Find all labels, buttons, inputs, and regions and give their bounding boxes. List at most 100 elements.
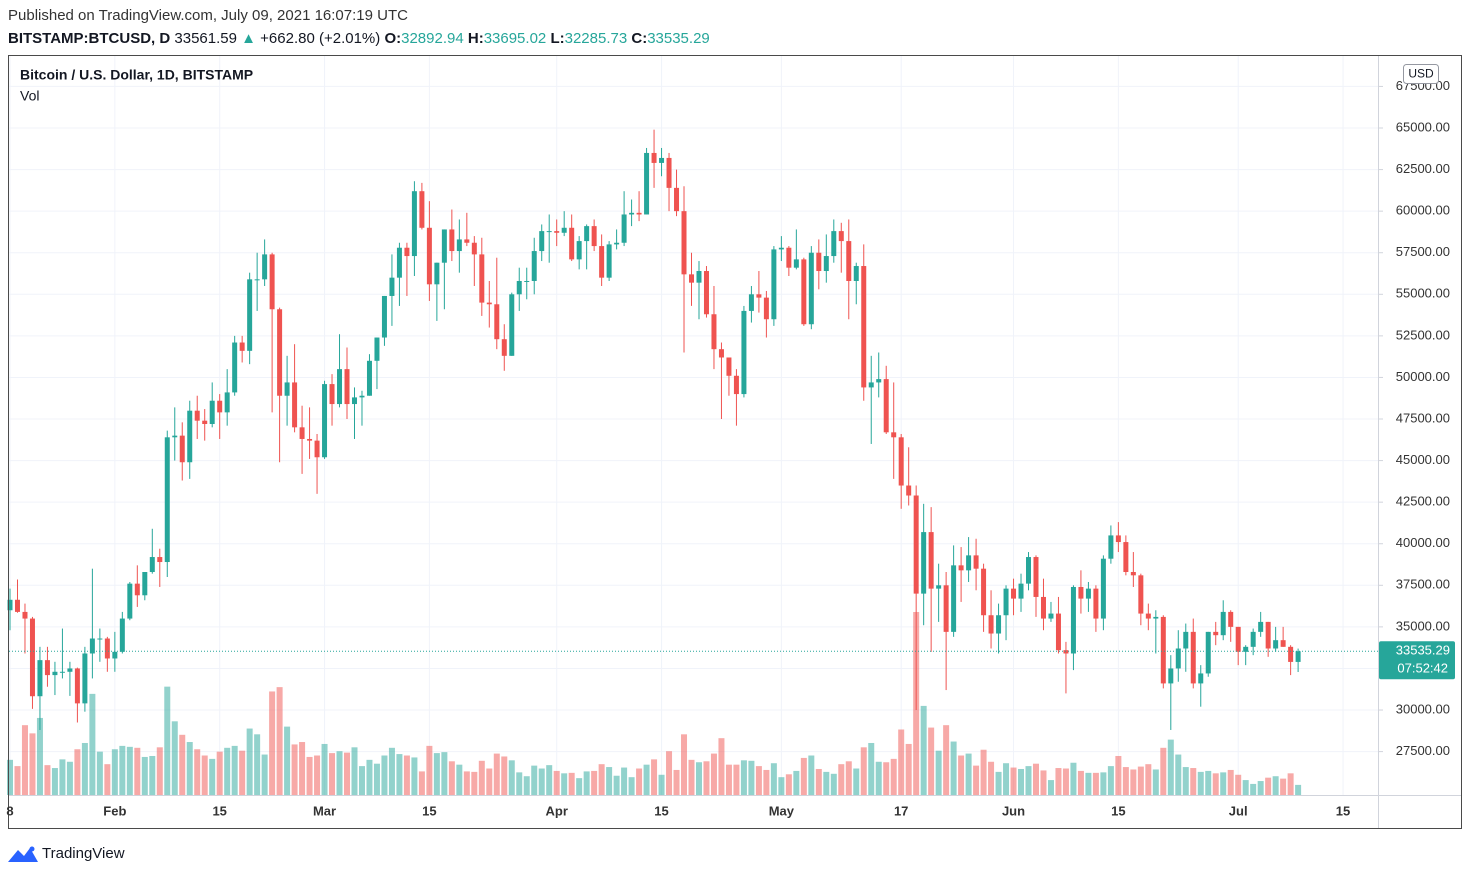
candle-body <box>1295 651 1301 662</box>
candle-body <box>434 262 440 285</box>
volume-bar <box>501 756 508 795</box>
candle-body <box>1190 631 1196 684</box>
candle-body <box>981 568 987 616</box>
volume-bar <box>1025 766 1032 795</box>
ohlc-value: 33535.29 <box>647 30 710 47</box>
volume-bar <box>538 768 545 795</box>
ohlc-label: H: <box>467 30 484 47</box>
volume-bar <box>493 753 500 795</box>
y-tick-label: 40000.00 <box>1396 535 1450 550</box>
volume-bar <box>1018 768 1025 795</box>
candle-body <box>778 247 784 250</box>
candle-body <box>936 585 942 589</box>
ohlc-label: L: <box>550 30 565 47</box>
y-tick-label: 60000.00 <box>1396 203 1450 218</box>
volume-bar <box>111 749 118 795</box>
candle-body <box>1108 535 1114 559</box>
candle-body <box>853 266 859 281</box>
logo-dot <box>29 846 35 852</box>
volume-bar <box>306 756 313 795</box>
candle-body <box>374 337 380 361</box>
volume-bar <box>905 743 912 795</box>
candle-body <box>1100 558 1106 619</box>
volume-bar <box>74 749 81 795</box>
y-tick-label: 27500.00 <box>1396 743 1450 758</box>
candle-body <box>846 241 852 281</box>
volume-bar <box>358 766 365 795</box>
candle-body <box>187 410 193 463</box>
volume-bar <box>778 777 785 795</box>
currency-badge[interactable] <box>1403 64 1439 84</box>
volume-bar <box>1107 766 1114 795</box>
volume-bar <box>928 727 935 795</box>
candle-body <box>1070 586 1076 654</box>
volume-bar <box>96 751 103 795</box>
candle-body <box>52 671 58 676</box>
volume-bar <box>793 770 800 795</box>
volume-bar <box>1212 773 1219 795</box>
candle-body <box>1280 640 1286 647</box>
volume-bar <box>1115 755 1122 795</box>
volume-bar <box>336 751 343 795</box>
volume-bar <box>868 742 875 795</box>
candle-body <box>1018 583 1024 599</box>
candle-body <box>666 157 672 188</box>
candle-body <box>404 247 410 257</box>
candle-body <box>1048 613 1054 619</box>
volume-bar <box>1250 783 1257 795</box>
volume-bar <box>1077 770 1084 795</box>
ohlc-value: 32285.73 <box>564 30 628 47</box>
candle-body <box>748 294 754 311</box>
candle-body <box>793 259 799 268</box>
volume-bar <box>808 755 815 795</box>
volume-bar <box>1152 769 1159 795</box>
volume-bar <box>546 765 553 795</box>
volume-bar <box>1100 772 1107 795</box>
volume-bar <box>800 757 807 795</box>
candle-body <box>247 279 253 351</box>
volume-bar <box>426 745 433 795</box>
volume-bar <box>898 729 905 795</box>
volume-bar <box>935 750 942 795</box>
candle-body <box>906 485 912 496</box>
volume-bar <box>119 745 126 795</box>
candle-body <box>1138 575 1144 614</box>
candle-body <box>7 599 13 611</box>
candle-body <box>644 152 650 215</box>
countdown: 07:52:42 <box>1397 661 1448 676</box>
candle-body <box>14 599 20 612</box>
volume-bar <box>471 771 478 795</box>
volume-bar <box>186 742 193 795</box>
candle-body <box>1235 626 1241 652</box>
x-tick-label: May <box>769 803 795 818</box>
volume-bar <box>1235 774 1242 795</box>
volume-bar <box>621 767 628 795</box>
volume-bar <box>216 751 223 795</box>
volume-bar <box>1062 768 1069 795</box>
candle-body <box>396 247 402 278</box>
volume-bar <box>1190 768 1197 795</box>
volume-bar <box>1257 781 1264 795</box>
volume-bar <box>651 759 658 795</box>
candle-body <box>958 565 964 571</box>
candle-body <box>112 651 118 659</box>
volume-bar <box>463 771 470 795</box>
candle-body <box>104 638 110 659</box>
volume-bar <box>943 725 950 795</box>
volume-bar <box>164 686 171 795</box>
candle-body <box>1115 535 1121 543</box>
candle-body <box>494 304 500 340</box>
volume-bar <box>231 745 238 795</box>
volume-bar <box>14 766 21 795</box>
volume-bar <box>695 762 702 795</box>
x-tick-label: Mar <box>313 803 336 818</box>
volume-bar <box>314 755 321 795</box>
volume-bar <box>755 766 762 795</box>
candle-body <box>194 410 200 421</box>
candle-body <box>718 349 724 358</box>
candle-body <box>786 247 792 268</box>
candle-body <box>262 254 268 280</box>
candle-body <box>1085 588 1091 599</box>
y-tick-label: 47500.00 <box>1396 410 1450 425</box>
